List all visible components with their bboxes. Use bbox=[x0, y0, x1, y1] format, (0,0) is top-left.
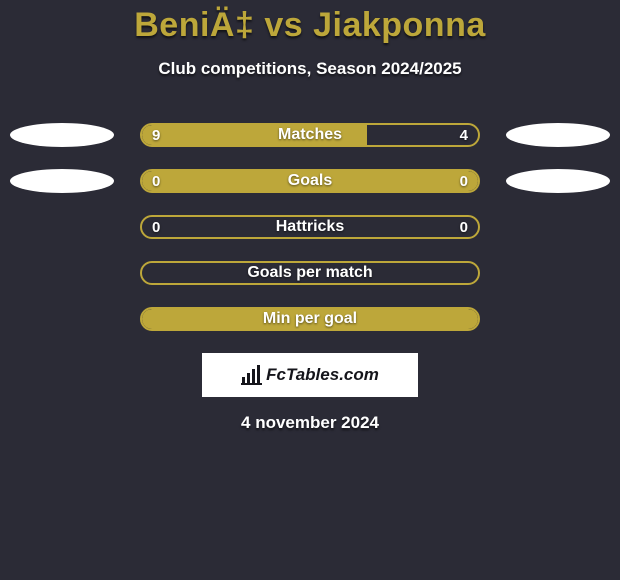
comparison-card: BeniÄ‡ vs Jiakponna Club competitions, S… bbox=[0, 0, 620, 433]
stat-bar: 00Hattricks bbox=[140, 215, 480, 239]
left-oval bbox=[10, 123, 114, 147]
stat-row: Goals per match bbox=[0, 261, 620, 285]
stat-bar: 94Matches bbox=[140, 123, 480, 147]
brand-text: FcTables.com bbox=[266, 365, 379, 385]
stat-row: 00Goals bbox=[0, 169, 620, 193]
right-oval bbox=[506, 123, 610, 147]
stat-label: Min per goal bbox=[142, 309, 478, 329]
bar-chart-icon bbox=[241, 365, 263, 385]
stat-label: Hattricks bbox=[142, 217, 478, 237]
stat-row: 94Matches bbox=[0, 123, 620, 147]
stat-rows: 94Matches 00Goals 00Hattricks Goals per mat… bbox=[0, 123, 620, 331]
stat-bar: Min per goal bbox=[140, 307, 480, 331]
stat-label: Goals per match bbox=[142, 263, 478, 283]
stat-row: Min per goal bbox=[0, 307, 620, 331]
stat-label: Matches bbox=[142, 125, 478, 145]
stat-bar: 00Goals bbox=[140, 169, 480, 193]
date-text: 4 november 2024 bbox=[0, 413, 620, 433]
brand-box: FcTables.com bbox=[202, 353, 418, 397]
right-oval bbox=[506, 169, 610, 193]
subtitle: Club competitions, Season 2024/2025 bbox=[0, 59, 620, 79]
stat-row: 00Hattricks bbox=[0, 215, 620, 239]
stat-label: Goals bbox=[142, 171, 478, 191]
page-title: BeniÄ‡ vs Jiakponna bbox=[0, 6, 620, 45]
left-oval bbox=[10, 169, 114, 193]
stat-bar: Goals per match bbox=[140, 261, 480, 285]
